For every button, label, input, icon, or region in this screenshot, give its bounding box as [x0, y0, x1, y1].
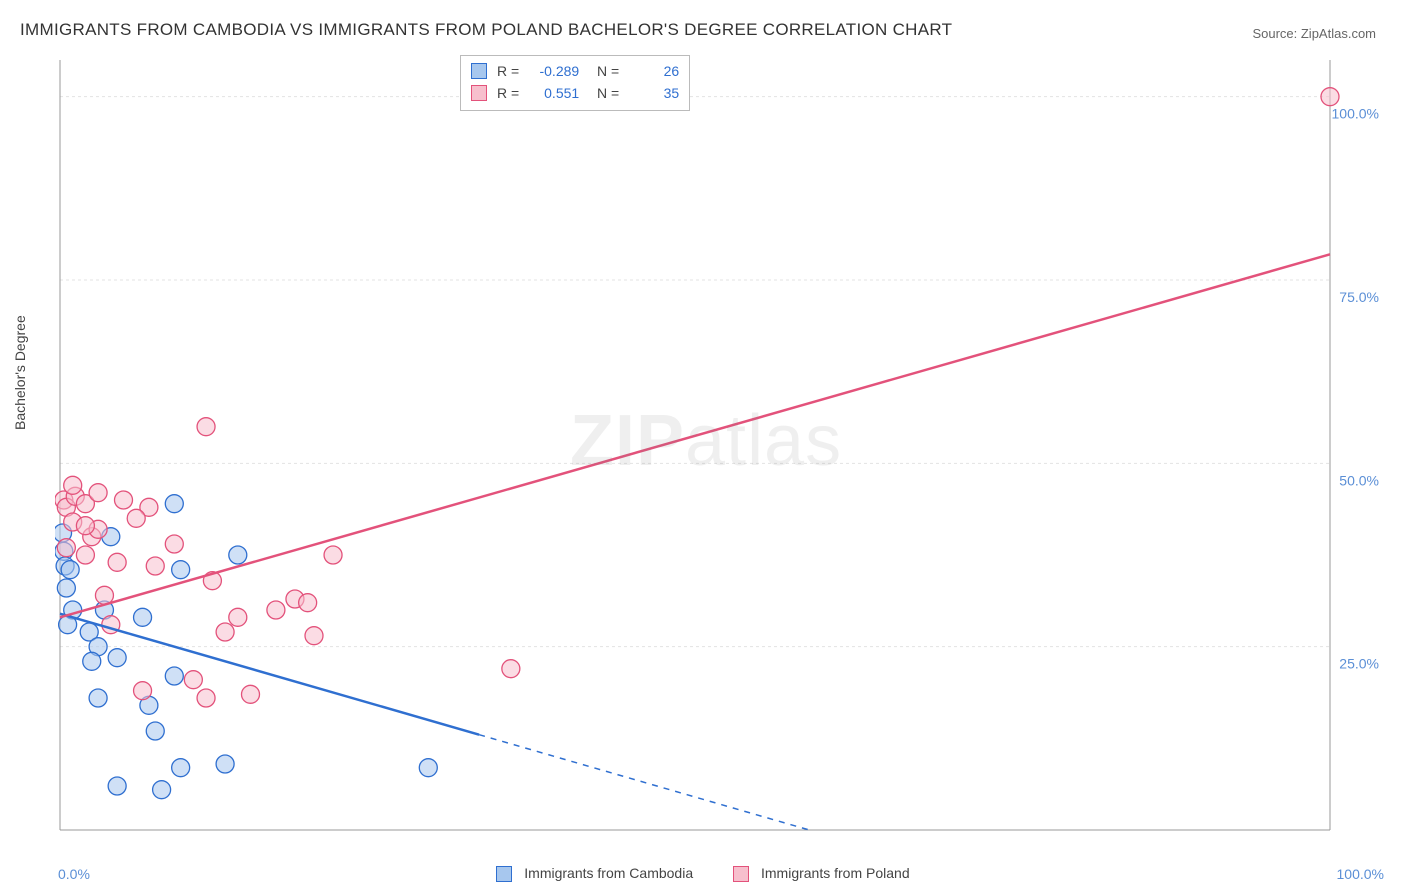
y-axis-label: Bachelor's Degree: [12, 315, 28, 430]
svg-text:25.0%: 25.0%: [1339, 656, 1379, 672]
n-value-poland: 35: [629, 82, 679, 104]
n-value-cambodia: 26: [629, 60, 679, 82]
r-label: R =: [497, 82, 519, 104]
legend-item-cambodia: Immigrants from Cambodia: [496, 865, 693, 882]
legend-swatch-poland-icon: [733, 866, 749, 882]
r-value-poland: 0.551: [529, 82, 579, 104]
source-attribution: Source: ZipAtlas.com: [1252, 26, 1376, 41]
svg-text:50.0%: 50.0%: [1339, 472, 1379, 488]
legend-swatch-cambodia: [471, 63, 487, 79]
chart-plot-area: 25.0% 50.0% 75.0% 100.0%: [55, 55, 1385, 835]
r-label: R =: [497, 60, 519, 82]
legend-item-poland: Immigrants from Poland: [733, 865, 910, 882]
correlation-row-poland: R = 0.551 N = 35: [471, 82, 679, 104]
legend-swatch-poland: [471, 85, 487, 101]
chart-title: IMMIGRANTS FROM CAMBODIA VS IMMIGRANTS F…: [20, 20, 952, 40]
n-label: N =: [589, 60, 619, 82]
bottom-legend: Immigrants from Cambodia Immigrants from…: [0, 865, 1406, 882]
legend-swatch-cambodia-icon: [496, 866, 512, 882]
svg-text:100.0%: 100.0%: [1332, 106, 1379, 122]
svg-text:75.0%: 75.0%: [1339, 289, 1379, 305]
scatter-svg: 25.0% 50.0% 75.0% 100.0%: [55, 55, 1385, 835]
n-label: N =: [589, 82, 619, 104]
correlation-row-cambodia: R = -0.289 N = 26: [471, 60, 679, 82]
legend-label-poland: Immigrants from Poland: [761, 865, 910, 881]
correlation-legend-box: R = -0.289 N = 26 R = 0.551 N = 35: [460, 55, 690, 111]
r-value-cambodia: -0.289: [529, 60, 579, 82]
legend-label-cambodia: Immigrants from Cambodia: [524, 865, 693, 881]
